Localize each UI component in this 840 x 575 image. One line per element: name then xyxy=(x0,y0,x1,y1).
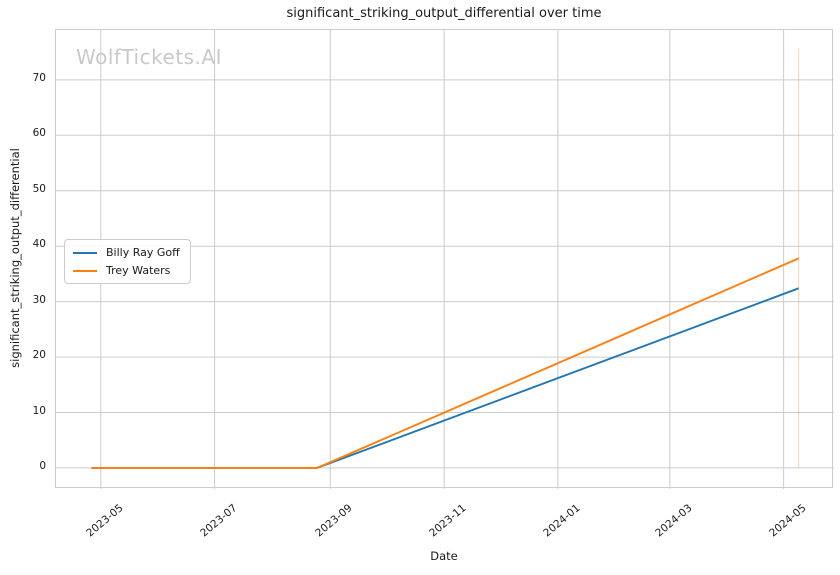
x-tick-label: 2024-05 xyxy=(767,502,809,540)
y-tick-label: 20 xyxy=(32,349,46,362)
y-tick-label: 40 xyxy=(32,238,46,251)
x-tick-label: 2023-09 xyxy=(313,502,355,540)
y-tick-label: 0 xyxy=(39,459,46,472)
series-line-0 xyxy=(91,287,799,469)
x-tick-label: 2023-05 xyxy=(84,502,126,540)
y-axis-label: significant_striking_output_differential xyxy=(8,148,22,368)
y-tick-label: 10 xyxy=(32,404,46,417)
y-tick-label: 50 xyxy=(32,182,46,195)
plot-area: WolfTickets.AI Billy Ray Goff Trey Water… xyxy=(55,29,834,489)
y-tick-label: 70 xyxy=(32,71,46,84)
legend-label: Billy Ray Goff xyxy=(106,246,180,259)
watermark: WolfTickets.AI xyxy=(76,45,222,69)
legend-item-trey-waters: Trey Waters xyxy=(73,264,180,277)
legend: Billy Ray Goff Trey Waters xyxy=(64,239,191,284)
x-axis-label: Date xyxy=(430,549,458,563)
legend-line-swatch-blue xyxy=(73,251,97,254)
chart-title: significant_striking_output_differential… xyxy=(286,6,602,21)
legend-line-swatch-orange xyxy=(73,269,97,272)
x-tick-label: 2023-11 xyxy=(427,502,469,540)
x-tick-label: 2024-01 xyxy=(541,502,583,540)
y-tick-label: 60 xyxy=(32,127,46,140)
legend-label: Trey Waters xyxy=(106,264,171,277)
legend-item-billy-ray-goff: Billy Ray Goff xyxy=(73,246,180,259)
y-tick-label: 30 xyxy=(32,293,46,306)
x-tick-label: 2024-03 xyxy=(653,502,695,540)
x-tick-label: 2023-07 xyxy=(197,502,240,540)
series-line-1 xyxy=(91,257,799,469)
